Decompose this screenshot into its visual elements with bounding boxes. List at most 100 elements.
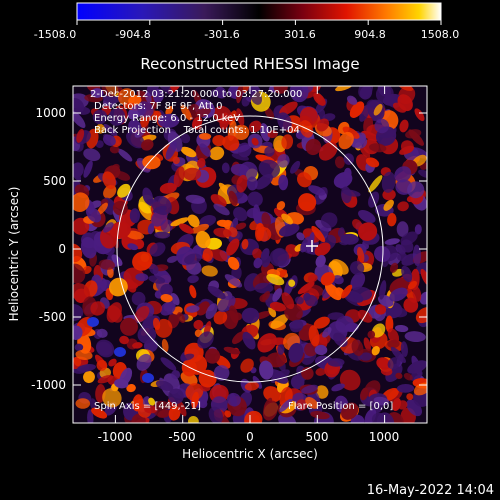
noise-blob bbox=[360, 387, 369, 401]
colorbar-tick-label: -904.8 bbox=[115, 28, 150, 41]
noise-blob bbox=[278, 223, 300, 237]
noise-blob bbox=[180, 133, 191, 144]
noise-blob bbox=[315, 254, 326, 268]
noise-blob bbox=[136, 353, 152, 371]
noise-blob bbox=[198, 399, 208, 409]
noise-blob bbox=[159, 182, 177, 194]
noise-blob bbox=[376, 357, 391, 370]
noise-blob bbox=[281, 213, 293, 225]
noise-blob bbox=[415, 307, 427, 324]
x-tick-label: 0 bbox=[246, 430, 254, 444]
noise-blob bbox=[407, 280, 418, 290]
noise-blob bbox=[401, 265, 413, 283]
noise-blob bbox=[279, 398, 293, 413]
noise-blob bbox=[158, 86, 174, 96]
noise-blob bbox=[76, 128, 85, 143]
noise-blob bbox=[315, 367, 326, 376]
noise-blob bbox=[190, 223, 210, 234]
noise-blob bbox=[177, 400, 187, 417]
noise-blob bbox=[96, 328, 108, 338]
spin-axis-label: Spin Axis = [449,-21] bbox=[94, 401, 201, 412]
noise-blob bbox=[180, 146, 197, 158]
noise-blob bbox=[358, 209, 376, 224]
noise-blob bbox=[374, 304, 387, 315]
noise-blob bbox=[87, 317, 99, 327]
noise-blob bbox=[408, 129, 424, 146]
noise-blob bbox=[184, 253, 202, 265]
noise-blob bbox=[149, 242, 166, 257]
noise-blob bbox=[202, 248, 213, 262]
noise-blob bbox=[400, 341, 408, 357]
noise-blob bbox=[226, 238, 240, 256]
noise-blob bbox=[188, 415, 199, 423]
noise-blob bbox=[404, 331, 426, 343]
noise-blob bbox=[315, 385, 329, 399]
noise-blob bbox=[83, 370, 95, 384]
noise-blob bbox=[394, 324, 409, 333]
noise-blob bbox=[294, 296, 304, 305]
noise-blob bbox=[168, 405, 181, 421]
footer-timestamp: 16-May-2022 14:04 bbox=[367, 483, 494, 498]
noise-blob bbox=[187, 214, 200, 228]
noise-blob bbox=[351, 339, 364, 357]
noise-blob bbox=[73, 356, 82, 367]
noise-blob bbox=[222, 135, 240, 151]
noise-blob bbox=[262, 291, 271, 301]
noise-blob bbox=[198, 369, 217, 388]
plot-title: Reconstructed RHESSI Image bbox=[140, 55, 359, 73]
noise-blob bbox=[385, 315, 394, 333]
noise-blob bbox=[360, 352, 372, 361]
noise-blob bbox=[259, 360, 274, 380]
noise-blob bbox=[241, 238, 249, 250]
noise-blob bbox=[147, 223, 155, 235]
noise-blob bbox=[252, 248, 263, 260]
colorbar bbox=[76, 2, 442, 21]
noise-blob bbox=[333, 171, 353, 189]
noise-blob bbox=[246, 176, 258, 191]
noise-blob bbox=[153, 88, 164, 103]
noise-blob bbox=[161, 338, 169, 353]
noise-blob bbox=[261, 212, 271, 228]
noise-blob bbox=[277, 153, 290, 168]
noise-blob bbox=[170, 217, 189, 227]
noise-blob bbox=[419, 291, 427, 305]
noise-blob bbox=[148, 397, 156, 406]
noise-blob bbox=[73, 192, 90, 212]
noise-blob bbox=[303, 292, 311, 302]
noise-blob bbox=[314, 242, 331, 257]
noise-blob bbox=[92, 109, 108, 125]
noise-blob bbox=[236, 86, 244, 104]
noise-blob bbox=[414, 108, 425, 122]
noise-blob bbox=[384, 238, 400, 245]
noise-blob bbox=[335, 86, 353, 92]
noise-blob bbox=[305, 396, 319, 409]
flare-position-label: Flare Position = [0,0] bbox=[288, 401, 393, 412]
noise-blob bbox=[373, 396, 390, 406]
x-axis-label: Heliocentric X (arcsec) bbox=[182, 447, 318, 461]
noise-blob bbox=[277, 344, 285, 355]
noise-blob bbox=[273, 86, 288, 94]
noise-blob bbox=[172, 156, 180, 165]
noise-blob bbox=[368, 175, 383, 193]
noise-blob bbox=[350, 272, 366, 291]
noise-blob bbox=[324, 283, 342, 301]
noise-blob bbox=[142, 155, 161, 170]
noise-blob bbox=[320, 212, 338, 229]
noise-blob bbox=[258, 159, 281, 179]
noise-blob bbox=[389, 287, 408, 302]
noise-blob bbox=[257, 333, 277, 353]
noise-blob bbox=[144, 91, 152, 104]
noise-blob bbox=[327, 358, 345, 367]
noise-blob bbox=[269, 369, 289, 384]
noise-blob bbox=[269, 301, 286, 312]
noise-blob bbox=[288, 342, 304, 363]
colorbar-tick-label: -301.6 bbox=[204, 28, 239, 41]
noise-blob bbox=[371, 323, 386, 338]
noise-blob bbox=[361, 130, 379, 142]
y-tick-label: -500 bbox=[39, 310, 66, 324]
noise-blob bbox=[379, 280, 387, 300]
noise-blob bbox=[73, 263, 86, 284]
noise-blob bbox=[102, 134, 116, 146]
noise-blob bbox=[75, 350, 93, 360]
noise-blob bbox=[399, 119, 409, 133]
